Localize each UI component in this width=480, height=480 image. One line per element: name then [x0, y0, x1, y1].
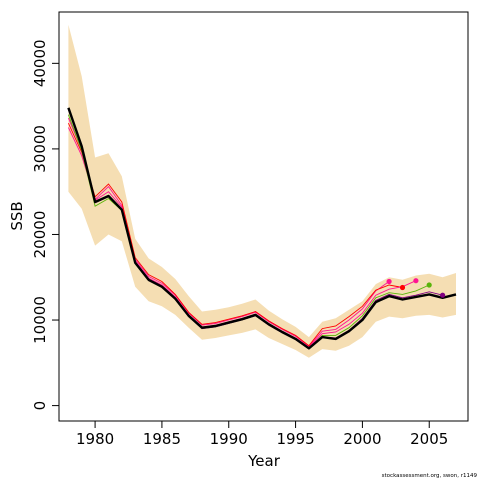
retro-line-1 [67, 127, 390, 348]
ssb-main-line [67, 107, 457, 350]
y-tick-label-10000: 10000 [31, 296, 49, 344]
x-tick-label-1985: 1985 [143, 430, 181, 448]
retro-endpoint-4 [426, 282, 432, 288]
y-tick-label-30000: 30000 [31, 125, 49, 173]
x-tick-label-1980: 1980 [76, 430, 114, 448]
retro-endpoint-2 [399, 284, 406, 291]
x-tick-label-1990: 1990 [210, 430, 248, 448]
y-tick-label-0: 0 [31, 401, 49, 411]
confidence-band-layer [68, 24, 457, 358]
retro-endpoints-layer [386, 278, 446, 298]
y-tick-label-40000: 40000 [31, 39, 49, 87]
credit-text: stockassessment.org, swon, r1149 [382, 473, 478, 479]
x-tick-label-2005: 2005 [410, 430, 448, 448]
retro-endpoint-3 [413, 278, 419, 284]
x-axis: 1980 1985 1990 1995 2000 2005 [76, 421, 448, 448]
x-tick-label-1995: 1995 [276, 430, 314, 448]
y-axis: 0 10000 20000 30000 40000 [31, 39, 59, 410]
confidence-band [68, 24, 457, 358]
retro-endpoint-5 [440, 292, 446, 298]
x-axis-title: Year [247, 452, 281, 470]
plot-frame [58, 11, 469, 422]
y-axis-title: SSB [8, 201, 26, 230]
retro-line-2 [67, 123, 403, 347]
main-series-layer [67, 107, 457, 350]
x-tick-label-2000: 2000 [343, 430, 381, 448]
y-tick-label-20000: 20000 [31, 211, 49, 259]
retro-endpoint-1 [386, 278, 392, 285]
